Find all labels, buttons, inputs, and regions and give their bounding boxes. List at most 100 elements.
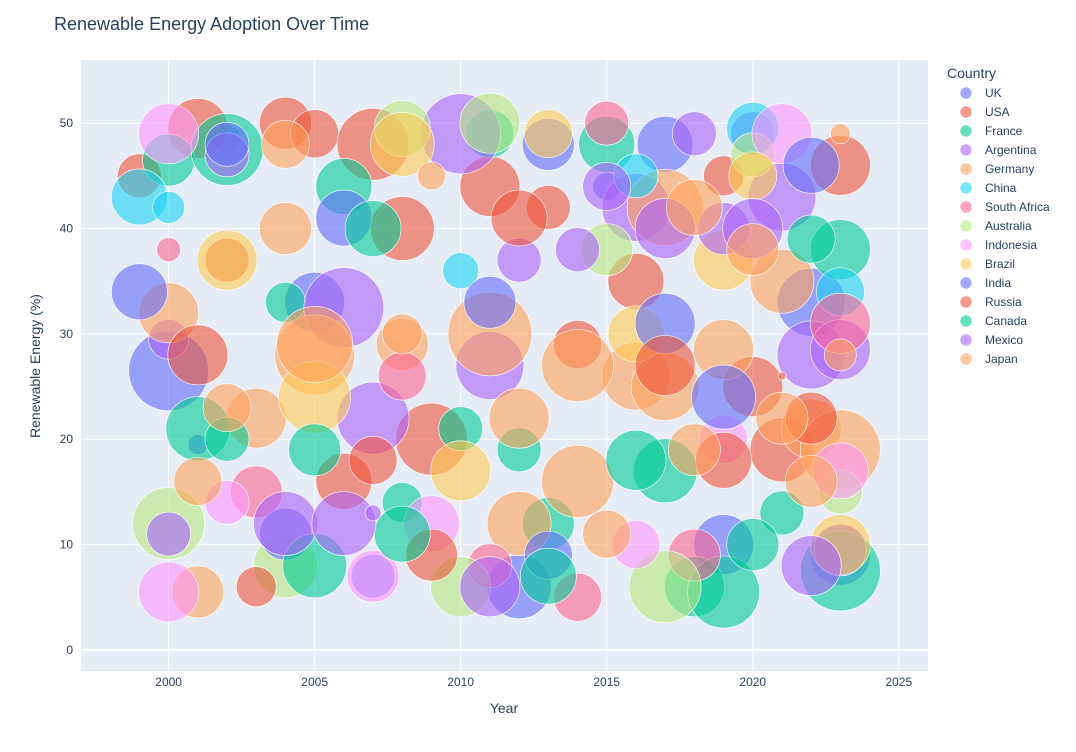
legend: Country UK USA France Argentina Germany China… [947,65,1050,366]
legend-item-uk[interactable]: UK [959,86,1002,100]
bubble-point[interactable] [824,338,857,372]
legend-item-canada[interactable]: Canada [959,314,1027,328]
bubble-point[interactable] [167,324,229,386]
legend-marker [959,143,973,157]
x-tick-label: 2010 [447,675,474,689]
bubble-point[interactable] [288,423,341,477]
legend-label: Germany [985,162,1034,176]
legend-item-germany[interactable]: Germany [959,162,1034,176]
legend-marker [959,352,973,366]
bubble-point[interactable] [261,119,310,169]
bubble-point[interactable] [202,383,252,432]
bubble-point[interactable] [520,547,577,605]
bubble-point[interactable] [628,550,702,624]
bubble-point[interactable] [490,189,548,247]
bubble-point[interactable] [728,151,778,201]
bubble-point[interactable] [726,518,780,571]
legend-marker [959,200,973,214]
bubble-point[interactable] [344,200,402,257]
bubble-point[interactable] [726,223,780,276]
bubble-point[interactable] [111,263,168,321]
bubble-point[interactable] [786,214,836,264]
bubble-point[interactable] [346,549,400,603]
bubble-point[interactable] [156,237,181,262]
legend-marker [959,238,973,252]
bubble-point[interactable] [672,111,717,157]
bubble-point[interactable] [582,509,632,559]
legend-item-south-africa[interactable]: South Africa [959,200,1050,214]
bubble-point[interactable] [364,504,382,522]
bubble-point[interactable] [666,179,723,236]
bubble-point[interactable] [830,123,851,145]
legend-item-russia[interactable]: Russia [959,295,1022,309]
bubble-point[interactable] [173,457,223,506]
legend-item-japan[interactable]: Japan [959,352,1018,366]
bubble-point[interactable] [381,313,423,355]
bubble-point[interactable] [605,430,667,491]
bubble-point[interactable] [488,387,550,449]
bubble-point[interactable] [348,436,398,485]
legend-label: Mexico [985,333,1023,347]
y-tick-label: 30 [60,327,74,341]
bubble-point[interactable] [146,511,191,557]
bubble-point[interactable] [253,491,318,556]
bubble-point[interactable] [780,535,842,596]
bubble-point[interactable] [541,329,614,402]
legend-item-argentina[interactable]: Argentina [959,143,1037,157]
bubble-point[interactable] [555,227,600,272]
bubble-point[interactable] [442,252,479,289]
bubble-point[interactable] [276,306,353,383]
legend-item-australia[interactable]: Australia [959,219,1032,233]
legend-title: Country [947,65,996,81]
bubble-point[interactable] [541,445,614,518]
y-tick-label: 20 [60,432,74,446]
bubble-point[interactable] [524,109,573,159]
x-tick-label: 2025 [885,675,912,689]
axis-ticks: 2000 2005 2010 2015 2020 2025 0 10 20 30 40 50 [60,116,913,689]
bubble-point[interactable] [634,335,696,396]
bubble-point[interactable] [373,505,431,563]
bubble-point[interactable] [138,561,199,623]
bubble-point[interactable] [463,275,517,329]
legend-marker [959,105,973,119]
y-tick-label: 50 [60,116,74,130]
bubble-point[interactable] [152,191,185,224]
legend-marker [959,257,973,271]
legend-label: Russia [985,295,1022,309]
bubble-point[interactable] [777,371,787,381]
legend-item-indonesia[interactable]: Indonesia [959,238,1037,252]
bubble-point[interactable] [668,423,721,477]
bubble-point[interactable] [196,229,258,291]
bubble-point[interactable] [138,103,199,165]
legend-item-usa[interactable]: USA [959,105,1010,119]
bubble-point[interactable] [784,455,838,508]
legend-item-china[interactable]: China [959,181,1017,195]
bubble-point[interactable] [759,490,805,536]
bubble-point[interactable] [584,100,630,146]
x-tick-label: 2000 [155,675,182,689]
bubble-point[interactable] [204,121,250,167]
bubble-point[interactable] [417,161,446,191]
bubble-point[interactable] [755,391,809,445]
legend-item-france[interactable]: France [959,124,1023,138]
bubble-point[interactable] [235,566,277,608]
bubble-point[interactable] [691,364,756,430]
legend-label: UK [985,86,1002,100]
series-japan [173,119,857,559]
legend-item-mexico[interactable]: Mexico [959,333,1023,347]
bubble-point[interactable] [582,162,632,211]
bubble-point[interactable] [369,111,435,177]
bubble-point[interactable] [782,137,840,194]
legend-item-india[interactable]: India [959,276,1011,290]
bubble-point[interactable] [459,556,521,618]
bubble-point[interactable] [259,202,312,255]
bubble-point[interactable] [311,491,377,556]
legend-marker [959,314,973,328]
legend-marker [959,162,973,176]
legend-item-brazil[interactable]: Brazil [959,257,1015,271]
bubble-point[interactable] [459,92,521,154]
bubble-point[interactable] [430,440,491,502]
bubble-point[interactable] [377,351,427,401]
legend-label: Brazil [985,257,1015,271]
legend-label: South Africa [985,200,1050,214]
